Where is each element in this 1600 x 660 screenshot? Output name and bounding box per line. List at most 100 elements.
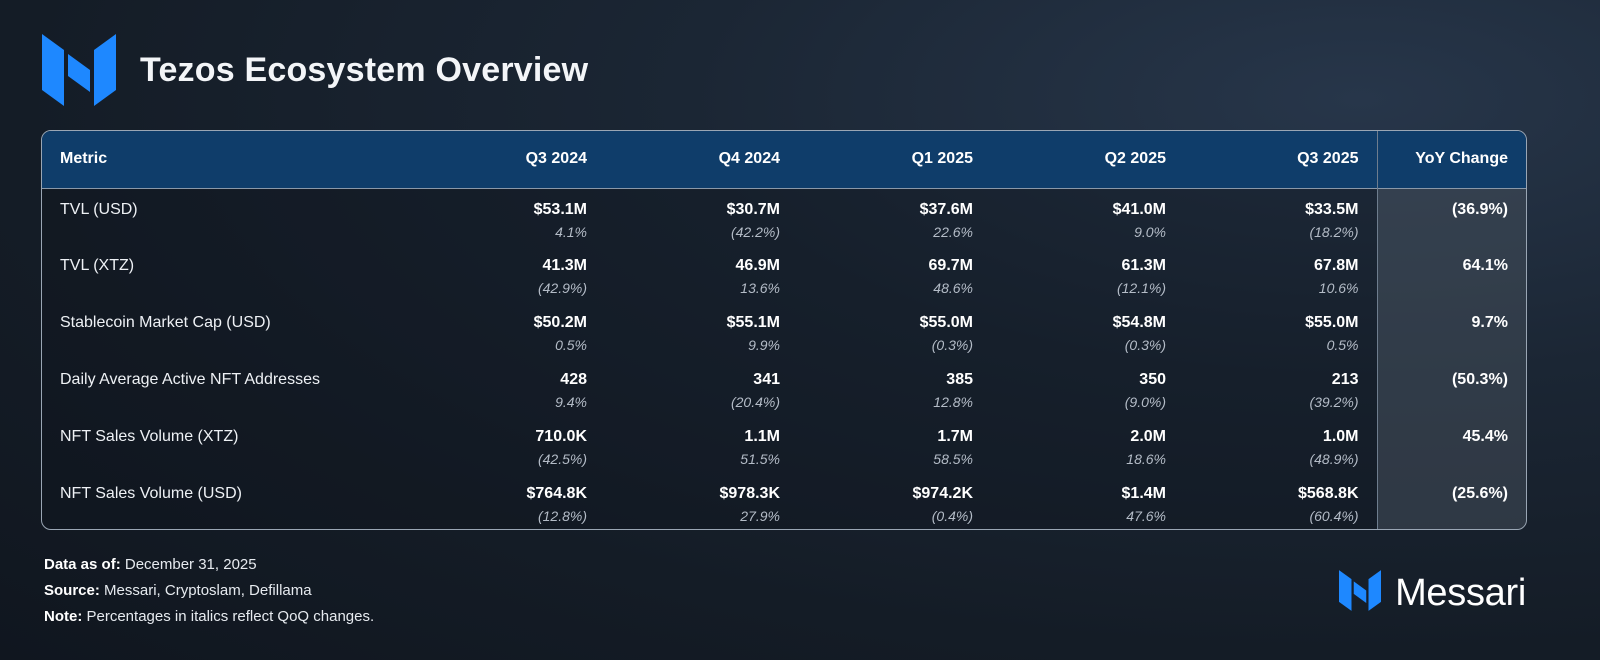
yoy-change: 64.1% — [1376, 245, 1526, 302]
column-header: Q3 2024 — [525, 150, 587, 168]
value-cell: $37.6M 22.6% — [798, 188, 991, 245]
quarter-value: $1.4M — [1121, 485, 1166, 502]
value-cell: $53.1M 4.1% — [432, 188, 605, 245]
value-cell: $55.0M 0.5% — [1184, 302, 1377, 359]
note-value: Percentages in italics reflect QoQ chang… — [86, 608, 375, 625]
quarter-value: $54.8M — [1112, 314, 1166, 331]
messari-logo-icon — [42, 34, 116, 106]
quarter-value: 350 — [1139, 371, 1166, 388]
metric-label: Daily Average Active NFT Addresses — [60, 371, 320, 388]
value-cell: 710.0K (42.5%) — [432, 416, 605, 473]
source-value: Messari, Cryptoslam, Defillama — [104, 582, 312, 599]
column-header: Q1 2025 — [911, 150, 973, 168]
table-row: NFT Sales Volume (XTZ) 710.0K (42.5%) 1.1M 5… — [42, 416, 1526, 473]
yoy-change: (36.9%) — [1376, 188, 1526, 245]
quarter-value: 1.0M — [1322, 428, 1359, 445]
data-as-of-label: Data as of: — [44, 556, 121, 573]
quarter-value: $41.0M — [1112, 200, 1166, 218]
quarter-value: $568.8K — [1298, 485, 1359, 502]
quarter-value: $33.5M — [1305, 200, 1359, 218]
value-cell: 428 9.4% — [432, 359, 605, 416]
value-cell: $568.8K (60.4%) — [1184, 473, 1377, 529]
value-cell: 61.3M (12.1%) — [991, 245, 1184, 302]
data-as-of-value: December 31, 2025 — [124, 556, 257, 573]
value-cell: 2.0M 18.6% — [991, 416, 1184, 473]
note: Note: Percentages in italics reflect QoQ… — [44, 604, 374, 630]
table-row: Daily Average Active NFT Addresses 428 9.4… — [42, 359, 1526, 416]
column-header: Q2 2025 — [1104, 150, 1166, 168]
qoq-change: 22.6% — [933, 223, 973, 240]
note-label: Note: — [44, 608, 83, 625]
source: Source: Messari, Cryptoslam, Defillama — [44, 578, 374, 604]
qoq-change: 9.4% — [555, 394, 587, 410]
quarter-value: $50.2M — [533, 314, 587, 331]
table-row: TVL (XTZ) 41.3M (42.9%) 46.9M 13.6% 69.7M 48.6… — [42, 245, 1526, 302]
qoq-change: (18.2%) — [1309, 223, 1359, 240]
quarter-value: 46.9M — [735, 257, 780, 274]
quarter-value: $764.8K — [526, 485, 588, 502]
table-header-row: Metric Q3 2024 Q4 2024 Q1 2025 Q2 2025 Q… — [42, 131, 1526, 188]
quarter-value: $978.3K — [719, 485, 781, 502]
quarter-value: $55.0M — [1305, 314, 1359, 331]
quarter-value: 710.0K — [535, 428, 587, 445]
brand-name: Messari — [1395, 571, 1526, 614]
value-cell: $974.2K (0.4%) — [798, 473, 991, 529]
qoq-change: (42.9%) — [537, 280, 587, 296]
qoq-change: 12.8% — [933, 394, 973, 410]
brand-logo: Messari — [1339, 570, 1526, 616]
qoq-change: 13.6% — [740, 280, 780, 296]
value-cell: 385 12.8% — [798, 359, 991, 416]
qoq-change: 0.5% — [1326, 337, 1359, 353]
qoq-change: (12.1%) — [1116, 280, 1166, 296]
value-cell: $1.4M 47.6% — [991, 473, 1184, 529]
qoq-change: (60.4%) — [1309, 508, 1359, 524]
value-cell: $764.8K (12.8%) — [432, 473, 605, 529]
quarter-value: 1.1M — [744, 428, 780, 445]
quarter-value: 385 — [946, 371, 973, 388]
metric-label: Stablecoin Market Cap (USD) — [60, 314, 271, 331]
qoq-change: 47.6% — [1126, 508, 1166, 524]
metric-label: TVL (USD) — [60, 200, 138, 218]
value-cell: 213 (39.2%) — [1184, 359, 1377, 416]
value-cell: $41.0M 9.0% — [991, 188, 1184, 245]
qoq-change: 58.5% — [933, 451, 973, 467]
value-cell: 69.7M 48.6% — [798, 245, 991, 302]
header: Tezos Ecosystem Overview — [42, 34, 588, 106]
value-cell: 67.8M 10.6% — [1184, 245, 1377, 302]
value-cell: $55.0M (0.3%) — [798, 302, 991, 359]
quarter-value: 341 — [753, 371, 780, 388]
quarter-value: $30.7M — [726, 200, 780, 218]
qoq-change: (0.3%) — [931, 337, 973, 353]
quarter-value: 67.8M — [1314, 257, 1359, 274]
qoq-change: 27.9% — [740, 508, 780, 524]
messari-logo-icon — [1339, 570, 1382, 616]
qoq-change: (20.4%) — [730, 394, 780, 410]
qoq-change: 9.9% — [748, 337, 780, 353]
page-title: Tezos Ecosystem Overview — [140, 50, 589, 89]
qoq-change: (9.0%) — [1124, 394, 1166, 410]
qoq-change: (39.2%) — [1309, 394, 1359, 410]
source-label: Source: — [44, 582, 100, 599]
quarter-value: $37.6M — [919, 200, 973, 218]
value-cell: 46.9M 13.6% — [605, 245, 798, 302]
column-header: Q3 2025 — [1297, 150, 1359, 168]
qoq-change: 4.1% — [555, 223, 587, 240]
value-cell: $55.1M 9.9% — [605, 302, 798, 359]
quarter-value: 1.7M — [937, 428, 973, 445]
value-cell: 41.3M (42.9%) — [432, 245, 605, 302]
metric-label: TVL (XTZ) — [60, 257, 135, 274]
table-row: NFT Sales Volume (USD) $764.8K (12.8%) $978… — [42, 473, 1526, 529]
value-cell: $33.5M (18.2%) — [1184, 188, 1377, 245]
value-cell: 350 (9.0%) — [991, 359, 1184, 416]
yoy-change: (25.6%) — [1376, 473, 1526, 529]
qoq-change: (0.4%) — [931, 508, 973, 524]
quarter-value: $55.0M — [919, 314, 973, 331]
qoq-change: (12.8%) — [537, 508, 587, 524]
value-cell: 341 (20.4%) — [605, 359, 798, 416]
qoq-change: 51.5% — [740, 451, 780, 467]
value-cell: 1.0M (48.9%) — [1184, 416, 1377, 473]
qoq-change: 48.6% — [933, 280, 973, 296]
quarter-value: 61.3M — [1121, 257, 1166, 274]
yoy-change: 9.7% — [1376, 302, 1526, 359]
value-cell: 1.7M 58.5% — [798, 416, 991, 473]
